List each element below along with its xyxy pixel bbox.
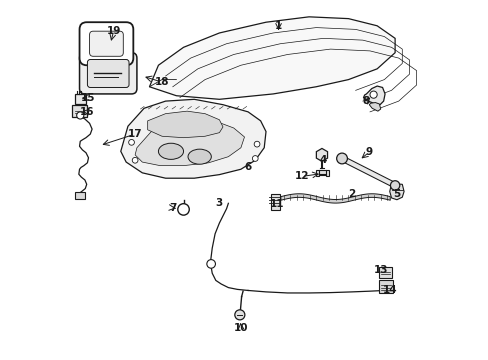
Circle shape: [389, 181, 399, 190]
Text: 9: 9: [365, 147, 372, 157]
Polygon shape: [315, 170, 328, 176]
Polygon shape: [149, 17, 394, 99]
FancyBboxPatch shape: [379, 267, 391, 278]
Polygon shape: [121, 99, 265, 178]
Circle shape: [234, 310, 244, 320]
Circle shape: [128, 139, 134, 145]
Text: 2: 2: [348, 189, 355, 199]
Text: 17: 17: [127, 129, 142, 139]
Text: 16: 16: [80, 107, 95, 117]
Polygon shape: [363, 86, 384, 105]
Circle shape: [336, 153, 346, 164]
Text: 8: 8: [362, 96, 369, 106]
FancyBboxPatch shape: [74, 94, 86, 104]
Ellipse shape: [158, 143, 183, 159]
Polygon shape: [147, 111, 223, 138]
Circle shape: [369, 91, 376, 98]
Text: 13: 13: [373, 265, 388, 275]
Text: 4: 4: [319, 155, 326, 165]
FancyBboxPatch shape: [89, 31, 123, 56]
Circle shape: [77, 112, 83, 119]
Text: 12: 12: [294, 171, 308, 181]
FancyBboxPatch shape: [75, 192, 84, 199]
Text: 15: 15: [81, 93, 96, 103]
Circle shape: [252, 156, 258, 161]
Text: 19: 19: [106, 26, 121, 36]
FancyBboxPatch shape: [72, 105, 86, 117]
Circle shape: [178, 204, 189, 215]
FancyBboxPatch shape: [270, 194, 280, 210]
Circle shape: [254, 141, 260, 147]
Polygon shape: [135, 120, 244, 166]
FancyBboxPatch shape: [80, 53, 137, 94]
Text: 1: 1: [274, 21, 282, 31]
Text: 18: 18: [155, 77, 169, 87]
Text: 11: 11: [269, 199, 284, 210]
Circle shape: [132, 157, 138, 163]
Text: 14: 14: [383, 285, 397, 296]
Text: 7: 7: [169, 203, 176, 213]
Text: 5: 5: [392, 189, 400, 199]
Polygon shape: [389, 184, 403, 200]
Circle shape: [206, 260, 215, 268]
FancyBboxPatch shape: [80, 22, 133, 65]
Polygon shape: [368, 103, 380, 111]
Text: 10: 10: [233, 323, 247, 333]
Text: 3: 3: [215, 198, 223, 208]
Text: 6: 6: [244, 162, 251, 172]
Ellipse shape: [187, 149, 211, 164]
FancyBboxPatch shape: [378, 280, 392, 293]
FancyBboxPatch shape: [87, 59, 129, 87]
